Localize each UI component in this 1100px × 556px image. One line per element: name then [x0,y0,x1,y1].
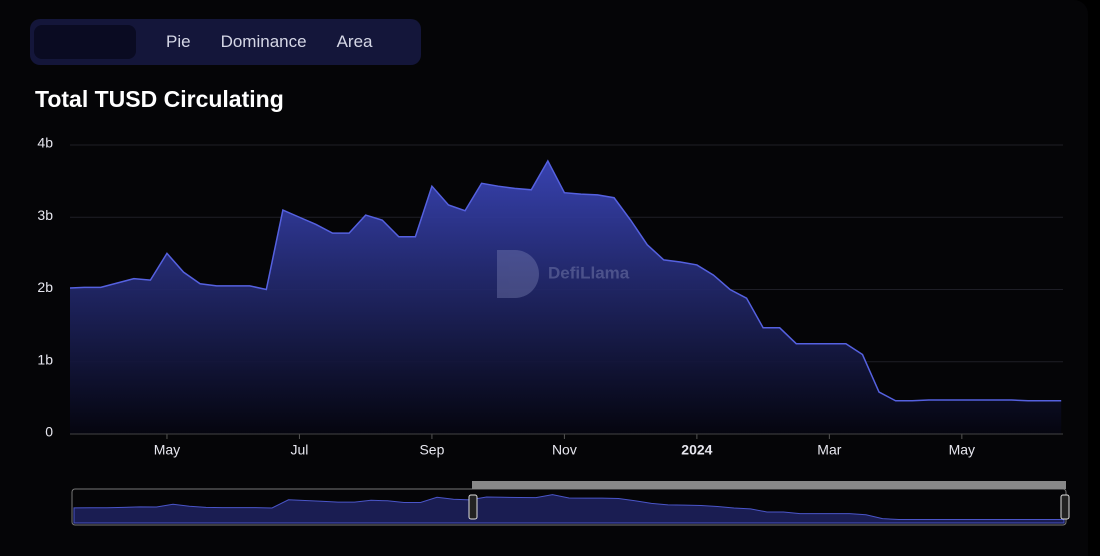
tab-bar: Pie Dominance Area [30,19,421,65]
chart-title: Total TUSD Circulating [35,86,284,112]
y-tick-label: 0 [45,424,53,440]
brush-handle-bar[interactable] [472,481,1066,489]
tab[interactable]: Dominance [220,32,307,51]
y-tick-label: 4b [37,135,53,151]
y-tick-label: 2b [37,279,53,295]
tab-selected[interactable] [34,25,136,59]
watermark: DefiLlama [497,250,630,298]
x-tick-label: Mar [817,442,841,458]
y-tick-label: 1b [37,351,53,367]
y-tick-label: 3b [37,207,53,223]
watermark-text: DefiLlama [548,263,630,282]
navigator-area [73,494,1065,524]
x-tick-label: 2024 [681,442,712,458]
area [70,160,1062,434]
plot: 0 1b 2b 3b 4b May Jul Sep Nov 2024 Mar May [37,135,1065,524]
tab[interactable]: Area [336,32,373,51]
x-tick-label: Sep [419,442,444,458]
x-tick-label: Nov [552,442,577,458]
x-tick-label: May [154,442,180,458]
x-tick-label: May [949,442,975,458]
x-tick-label: Jul [290,442,308,458]
brush-handle[interactable] [1060,494,1070,520]
line [69,159,1062,402]
brush-handle[interactable] [468,494,478,520]
tab[interactable]: Pie [166,32,191,51]
